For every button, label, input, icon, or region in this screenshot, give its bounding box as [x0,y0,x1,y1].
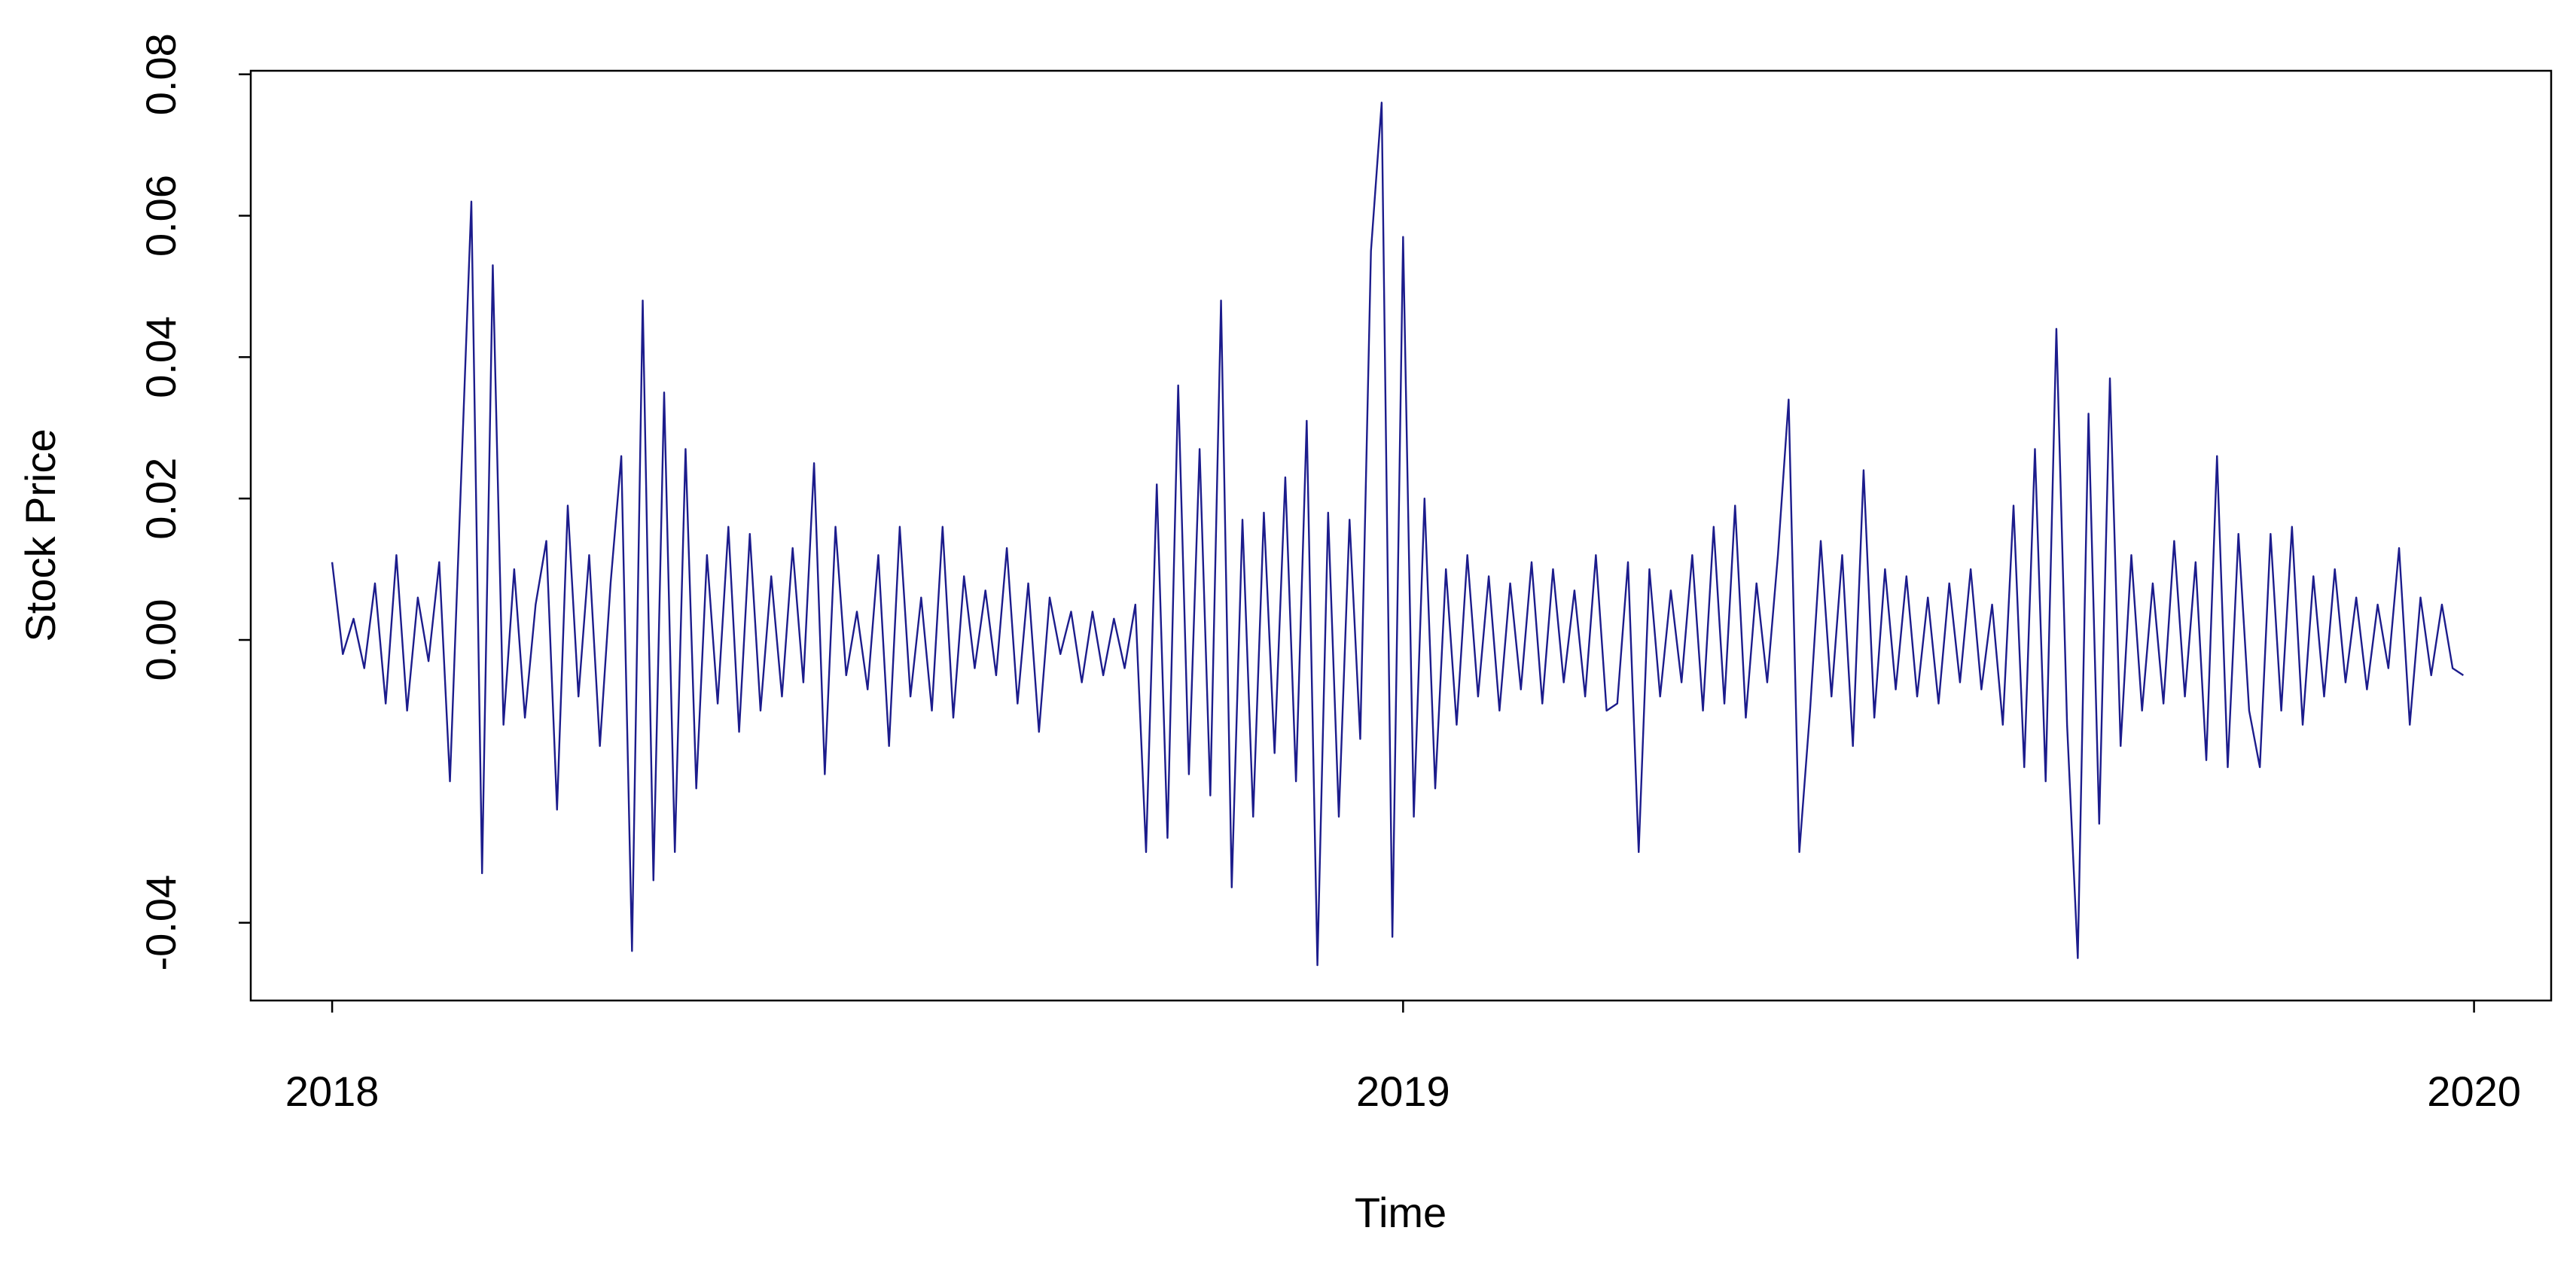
plot-frame [249,69,2553,1002]
y-tick-label: 0.08 [137,33,184,115]
y-axis-title: Stock Price [17,428,64,641]
y-tick-label: 0.02 [137,458,184,540]
y-tick-label: -0.04 [137,875,184,971]
y-tick-label: 0.04 [137,316,184,398]
y-tick-label: 0.06 [137,175,184,257]
x-axis-title: Time [1355,1189,1447,1236]
x-tick-label: 2020 [2427,1068,2521,1115]
y-tick-label: 0.00 [137,599,184,681]
x-tick-label: 2019 [1356,1068,1450,1115]
series-line [331,102,2465,967]
x-tick-label: 2018 [285,1068,380,1115]
